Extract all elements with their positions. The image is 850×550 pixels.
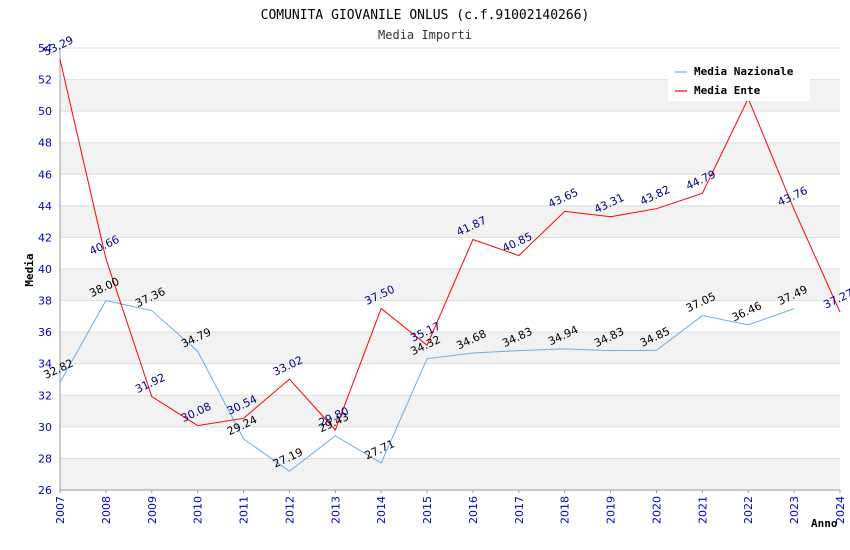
plot-band <box>60 363 840 396</box>
chart-subtitle: Media Importi <box>378 28 472 42</box>
plot-band <box>60 269 840 301</box>
x-tick-label: 2018 <box>559 496 572 524</box>
plot-band <box>60 205 840 238</box>
legend-box <box>668 59 810 101</box>
x-tick-label: 2024 <box>834 496 847 524</box>
y-tick-label: 26 <box>38 484 52 497</box>
legend: Media Nazionale Media Ente <box>668 59 810 101</box>
x-tick-label: 2012 <box>283 496 296 524</box>
y-tick-label: 28 <box>38 452 52 465</box>
plot-band <box>60 174 840 206</box>
x-tick-label: 2023 <box>788 496 801 524</box>
x-tick-label: 2022 <box>742 496 755 524</box>
series-line-media-ente <box>59 59 841 431</box>
y-tick-label: 50 <box>38 105 52 118</box>
y-tick-label: 36 <box>38 326 52 339</box>
plot-band <box>60 142 840 175</box>
series-lines <box>59 59 841 472</box>
y-tick-label: 38 <box>38 295 52 308</box>
plot-band <box>60 395 840 427</box>
plot-band <box>60 426 840 459</box>
x-tick-label: 2016 <box>467 496 480 524</box>
y-tick-label: 46 <box>38 168 52 181</box>
x-tick-labels: 2007 2008 2009 2010 2011 2012 2013 2014 2015 2016… <box>54 490 847 524</box>
y-tick-label: 54 <box>38 42 52 55</box>
plot-band <box>60 332 840 364</box>
y-tick-labels: 26 28 30 32 34 36 38 40 42 44 46 48 50 52 54 <box>38 42 52 497</box>
chart-title: COMUNITA GIOVANILE ONLUS (c.f.9100214026… <box>261 8 590 23</box>
x-tick-label: 2011 <box>238 496 251 524</box>
plot-background <box>60 48 840 490</box>
y-tick-label: 44 <box>38 200 52 213</box>
x-axis-label: Anno <box>811 517 838 530</box>
plot-band <box>60 111 840 143</box>
legend-label-media-nazionale: Media Nazionale <box>694 65 794 78</box>
x-tick-label: 2021 <box>696 496 709 524</box>
y-tick-label: 48 <box>38 137 52 150</box>
x-tick-label: 2020 <box>650 496 663 524</box>
y-tick-label: 40 <box>38 263 52 276</box>
x-tick-label: 2010 <box>192 496 205 524</box>
plot-band <box>60 237 840 269</box>
y-tick-label: 34 <box>38 358 52 371</box>
plot-band <box>60 300 840 333</box>
y-tick-label: 52 <box>38 74 52 87</box>
plot-band <box>60 458 840 490</box>
x-tick-label: 2015 <box>421 496 434 524</box>
y-tick-label: 32 <box>38 389 52 402</box>
x-tick-label: 2017 <box>513 496 526 524</box>
y-tick-label: 30 <box>38 421 52 434</box>
x-tick-label: 2014 <box>375 496 388 524</box>
x-tick-label: 2013 <box>329 496 342 524</box>
x-tick-label: 2008 <box>100 496 113 524</box>
grid-lines <box>60 47 840 491</box>
legend-label-media-ente: Media Ente <box>694 84 761 97</box>
y-tick-label: 42 <box>38 231 52 244</box>
x-tick-label: 2019 <box>605 496 618 524</box>
x-tick-label: 2009 <box>146 496 159 524</box>
y-axis-label: Media <box>23 253 36 286</box>
x-tick-label: 2007 <box>54 496 67 524</box>
series-line-media-nazionale <box>59 300 795 472</box>
